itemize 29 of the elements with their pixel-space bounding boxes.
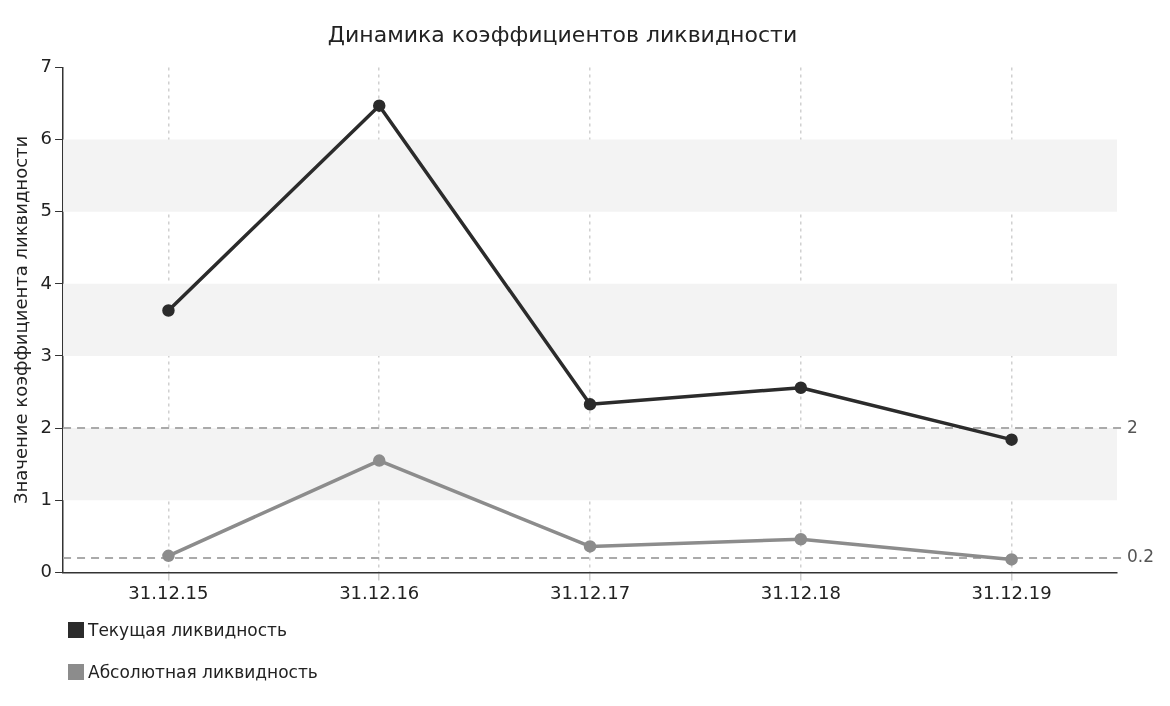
legend-label: Текущая ликвидность xyxy=(88,620,288,640)
point xyxy=(162,549,175,563)
point xyxy=(162,304,175,317)
x-tick-label: 31.12.15 xyxy=(128,581,209,603)
point xyxy=(372,99,386,112)
chart-title: Динамика коэффициентов ликвидности xyxy=(327,21,798,47)
x-tick-label: 31.12.17 xyxy=(549,581,631,603)
point xyxy=(1005,433,1018,446)
y-tick-label: 7 xyxy=(40,55,53,77)
point xyxy=(372,454,386,467)
x-tick-label: 31.12.18 xyxy=(760,581,841,603)
y-tick-label: 5 xyxy=(40,199,53,221)
y-tick-label: 3 xyxy=(40,343,53,365)
ref-line-label: 0.2 xyxy=(1127,546,1155,567)
y-tick-label: 2 xyxy=(40,415,53,437)
y-tick-label: 0 xyxy=(40,560,53,582)
ref-line-label: 2 xyxy=(1127,416,1138,437)
y-tick-label: 1 xyxy=(40,487,53,509)
point xyxy=(583,540,597,553)
point xyxy=(1005,553,1018,566)
point xyxy=(583,398,597,411)
legend-label: Абсолютная ликвидность xyxy=(88,662,318,682)
y-tick-label: 4 xyxy=(40,271,53,293)
y-axis-title: Значение коэффициента ликвидности xyxy=(10,135,32,505)
x-tick-label: 31.12.19 xyxy=(971,581,1052,603)
point xyxy=(794,381,808,394)
point xyxy=(794,532,808,546)
y-tick-label: 6 xyxy=(40,127,53,149)
x-tick-label: 31.12.16 xyxy=(339,581,420,603)
